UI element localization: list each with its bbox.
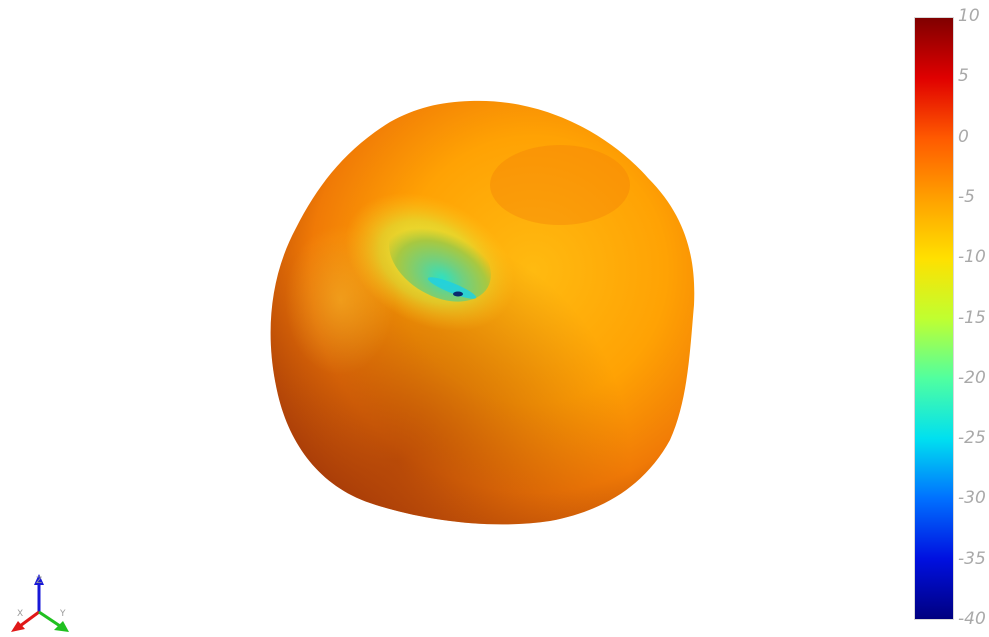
x-axis-line: [19, 610, 40, 628]
y-axis-arrow: [54, 621, 69, 632]
colorbar-tick-label: -35: [958, 548, 986, 569]
axes-triad: Z X Y: [11, 574, 69, 632]
colorbar-tick-label: 5: [958, 66, 969, 87]
z-axis-label: Z: [36, 576, 42, 586]
colorbar-tick-label: -25: [958, 428, 986, 449]
z-axis-arrow: [34, 574, 44, 585]
x-axis-label: X: [17, 609, 23, 619]
colorbar-tick-label: -10: [958, 247, 986, 268]
x-axis-arrow: [11, 621, 25, 632]
colorbar-tick-label: -30: [958, 488, 986, 509]
y-axis-label: Y: [59, 609, 66, 619]
colorbar-tick-label: 10: [958, 6, 980, 26]
colorbar-tick-label: -5: [958, 186, 975, 207]
colorbar-tick-label: -15: [958, 307, 986, 328]
y-axis-line: [38, 610, 61, 628]
colorbar-tick-label: 0: [958, 126, 969, 147]
colorbar-gradient: [915, 18, 953, 619]
colorbar: [914, 17, 954, 620]
colorbar-tick-label: -40: [958, 609, 986, 629]
colorbar-tick-label: -20: [958, 367, 986, 388]
